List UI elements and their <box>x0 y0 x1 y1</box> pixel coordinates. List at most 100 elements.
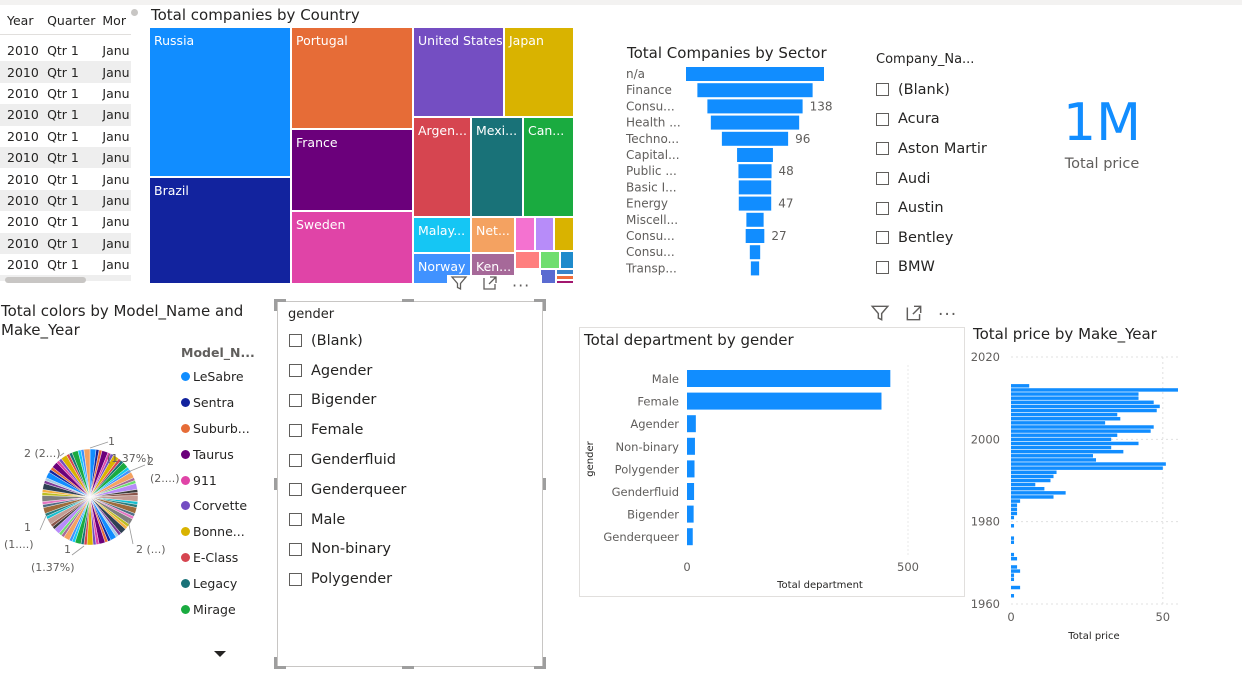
price-bar[interactable] <box>1011 404 1160 409</box>
dept-bar[interactable] <box>687 528 693 546</box>
treemap-tile[interactable]: Can... <box>524 118 575 218</box>
dept-bar[interactable] <box>687 415 696 433</box>
checkbox[interactable] <box>876 172 889 186</box>
price-bar[interactable] <box>1011 565 1018 569</box>
price-bar[interactable] <box>1011 482 1036 487</box>
resize-handle-tr-v[interactable] <box>543 299 546 311</box>
treemap-tile[interactable]: Argen... <box>414 118 472 218</box>
checkbox[interactable] <box>289 572 302 586</box>
price-bar[interactable] <box>1011 412 1118 417</box>
dept-bar[interactable] <box>687 437 695 455</box>
resize-handle-bl-v[interactable] <box>274 657 277 669</box>
treemap-tile-small[interactable] <box>561 252 575 270</box>
funnel-bar[interactable] <box>745 229 765 243</box>
price-bar[interactable] <box>1011 454 1093 458</box>
resize-handle-br-v[interactable] <box>543 657 546 669</box>
pie-legend-item[interactable]: Taurus <box>181 441 276 467</box>
gender-slicer-item[interactable]: Genderqueer <box>289 475 406 505</box>
resize-handle-right[interactable] <box>543 478 546 490</box>
resize-handle-br-h[interactable] <box>534 666 546 669</box>
price-bar[interactable] <box>1011 511 1018 516</box>
treemap-tile[interactable]: Malay... <box>414 218 472 254</box>
price-bar[interactable] <box>1011 396 1139 400</box>
treemap-tile-small[interactable] <box>541 252 561 270</box>
checkbox[interactable] <box>289 483 302 497</box>
price-bar[interactable] <box>1011 499 1021 503</box>
company-slicer-item[interactable]: BMW <box>876 253 1026 283</box>
company-slicer-item[interactable]: Aston Martir <box>876 134 1026 164</box>
checkbox[interactable] <box>289 453 302 467</box>
price-bar[interactable] <box>1011 478 1051 483</box>
dept-bar[interactable] <box>687 370 891 387</box>
pie-legend-item[interactable]: Mirage <box>181 596 276 622</box>
funnel-bar[interactable] <box>737 148 773 162</box>
funnel-chart[interactable]: n/a Finance Consu... 138 Health ... Techno...… <box>620 64 850 279</box>
dept-bar[interactable] <box>687 505 694 523</box>
price-bar[interactable] <box>1011 540 1015 544</box>
dept-bar-chart[interactable]: Male Female Agender Non-binary Polygender Gen… <box>580 355 964 595</box>
funnel-bar[interactable] <box>746 212 764 227</box>
resize-handle-tl-v[interactable] <box>274 299 277 311</box>
price-bar[interactable] <box>1011 429 1151 433</box>
treemap-tile[interactable]: France <box>292 130 414 212</box>
treemap-tile-small[interactable] <box>557 270 575 276</box>
gender-slicer-item[interactable]: Female <box>289 415 406 445</box>
price-bar[interactable] <box>1011 474 1054 479</box>
price-bar[interactable] <box>1011 445 1112 450</box>
treemap-tile[interactable]: Portugal <box>292 28 414 130</box>
dept-chart-frame[interactable] <box>579 327 965 597</box>
treemap-chart[interactable]: Russia Brazil Portugal France Sweden United S… <box>150 28 575 285</box>
funnel-bar[interactable] <box>738 164 772 179</box>
checkbox[interactable] <box>289 423 302 437</box>
dept-bar[interactable] <box>687 392 882 410</box>
treemap-tile-small[interactable] <box>557 281 575 285</box>
gender-slicer-item[interactable]: Agender <box>289 356 406 386</box>
price-bar[interactable] <box>1011 417 1121 421</box>
gender-slicer-item[interactable]: Non-binary <box>289 535 406 565</box>
table-visual[interactable]: Year Quarter Mor 2010 Qtr 1 Janu 2010 Qtr 1 J… <box>0 6 131 281</box>
table-row[interactable]: 2010 Qtr 1 Janu <box>0 104 131 126</box>
funnel-bar[interactable] <box>710 115 800 130</box>
table-row[interactable]: 2010 Qtr 1 Janu <box>0 61 131 83</box>
company-slicer-item[interactable]: Austin <box>876 193 1026 223</box>
price-bar[interactable] <box>1011 573 1015 577</box>
checkbox[interactable] <box>876 83 889 97</box>
table-row[interactable]: 2010 Qtr 1 Janu <box>0 211 131 233</box>
gender-slicer-item[interactable]: (Blank) <box>289 326 406 356</box>
filter-icon[interactable] <box>450 274 468 296</box>
price-bar[interactable] <box>1011 392 1139 396</box>
pie-slice[interactable] <box>83 448 91 498</box>
table-row[interactable]: 2010 Qtr 1 Janu <box>0 82 131 105</box>
resize-handle-bottom[interactable] <box>402 666 414 669</box>
funnel-bar[interactable] <box>707 99 803 114</box>
price-bar[interactable] <box>1011 466 1163 470</box>
company-slicer-item[interactable]: Audi <box>876 164 1026 194</box>
funnel-bar[interactable] <box>750 261 760 276</box>
checkbox[interactable] <box>289 364 302 378</box>
more-options-icon[interactable]: ··· <box>938 305 958 325</box>
price-bar[interactable] <box>1011 421 1106 425</box>
table-header-month[interactable]: Mor <box>102 12 126 28</box>
pie-legend-item[interactable]: Bonne... <box>181 519 276 545</box>
pie-legend-item[interactable]: LeSabre <box>181 364 276 390</box>
treemap-tile-small[interactable] <box>541 270 557 285</box>
treemap-tile-small[interactable] <box>555 218 575 252</box>
focus-mode-icon[interactable] <box>481 274 499 296</box>
gender-slicer-item[interactable]: Male <box>289 505 406 535</box>
table-row[interactable]: 2010 Qtr 1 Janu <box>0 232 131 254</box>
price-bar[interactable] <box>1011 388 1178 392</box>
dept-bar[interactable] <box>687 483 695 500</box>
table-row[interactable]: 2010 Qtr 1 Janu <box>0 146 131 169</box>
more-options-icon[interactable]: ··· <box>512 275 531 295</box>
price-bar[interactable] <box>1011 569 1021 573</box>
price-bar[interactable] <box>1011 491 1066 495</box>
resize-handle-left[interactable] <box>274 478 277 490</box>
price-bar-chart[interactable]: 2020 2000 1980 1960 0 50 Total price <box>968 345 1240 650</box>
legend-scroll-down-icon[interactable] <box>214 651 226 657</box>
funnel-bar[interactable] <box>738 196 772 211</box>
treemap-tile[interactable]: United States <box>414 28 505 118</box>
price-bar[interactable] <box>1011 400 1154 405</box>
price-bar[interactable] <box>1011 524 1015 528</box>
pie-legend-item[interactable]: 911 <box>181 467 276 493</box>
pie-legend-item[interactable]: Sentra <box>181 390 276 416</box>
